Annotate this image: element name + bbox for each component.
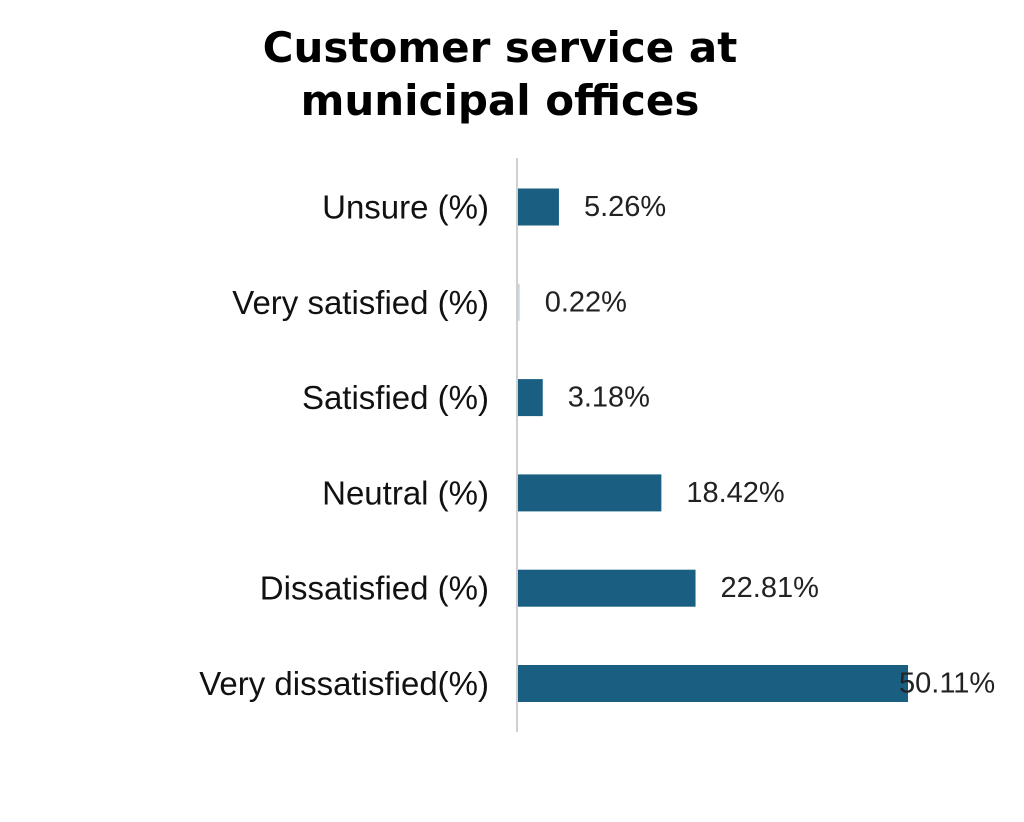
category-label: Dissatisfied (%) [260,570,489,607]
bar [518,474,662,512]
value-label: 0.22% [545,286,627,318]
bar [518,188,559,226]
bar [518,379,543,417]
bar [518,569,696,607]
category-label: Very dissatisfied(%) [199,665,489,702]
value-label: 18.42% [686,477,784,509]
category-label: Unsure (%) [322,189,489,226]
bars-group: Unsure (%) 5.26% Very satisfied (%) 0.22% Sa… [199,188,995,702]
chart-title: Customer service at municipal offices [262,23,738,125]
bar [518,283,520,321]
bar [518,665,908,702]
value-label: 5.26% [584,191,666,223]
value-label: 22.81% [721,572,819,604]
category-label: Satisfied (%) [302,379,489,416]
category-label: Very satisfied (%) [232,284,489,321]
category-label: Neutral (%) [322,474,489,511]
value-label: 3.18% [568,382,650,414]
value-label: 50.11% [899,668,995,700]
